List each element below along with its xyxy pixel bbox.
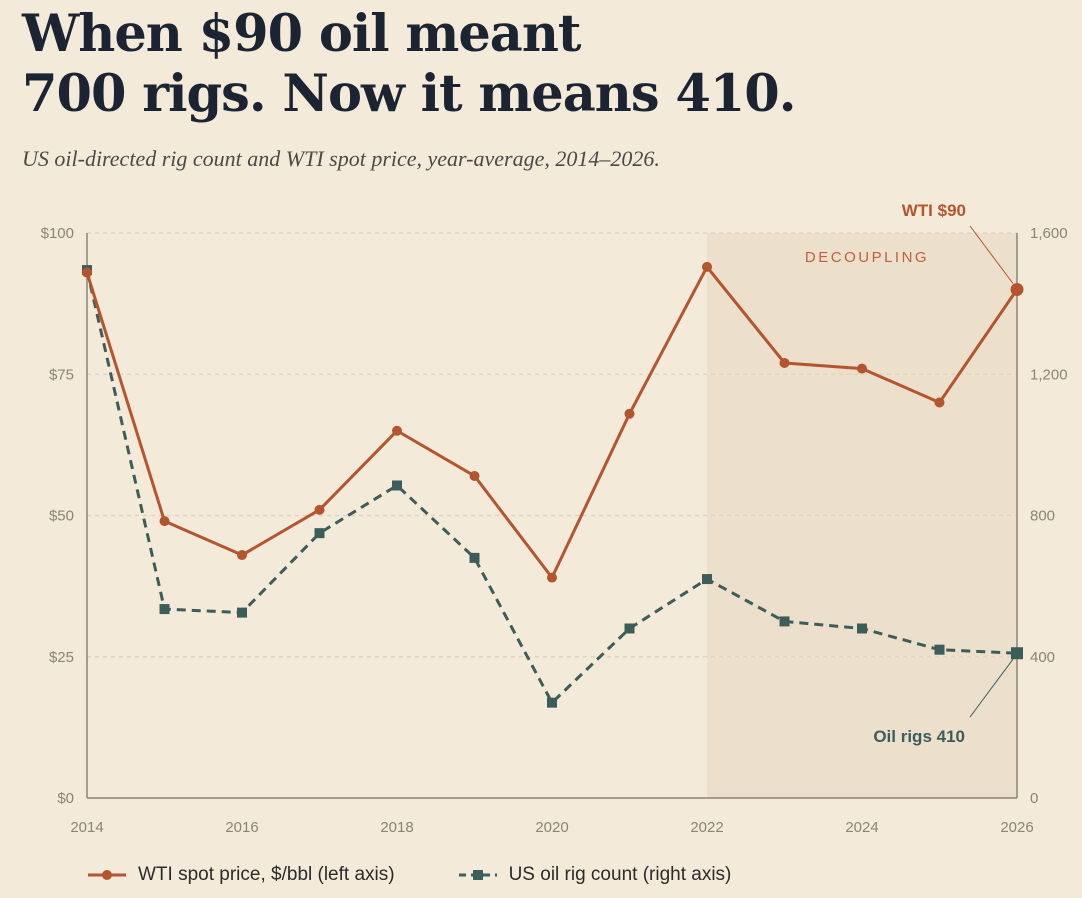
decoupling-band (707, 233, 1017, 798)
legend-rigs-swatch-icon (458, 870, 497, 880)
wti-price-point (159, 516, 170, 527)
wti-price-point (314, 504, 325, 515)
legend-rigs-label: US oil rig count (right axis) (508, 864, 732, 885)
rig-count-point (702, 574, 712, 585)
wti-price-point (469, 470, 480, 481)
left-axis-tick-label: $0 (57, 790, 74, 807)
rigs-annotation-leader (969, 658, 1014, 718)
right-axis-tick-label: 1,600 (1030, 225, 1068, 242)
legend-wti-swatch-icon (88, 870, 126, 880)
rig-count-point (237, 607, 247, 618)
decoupling-label: DECOUPLING (805, 249, 929, 266)
legend: WTI spot price, $/bbl (left axis) US oil… (86, 864, 731, 886)
wti-price-point (779, 357, 790, 368)
x-axis-tick-label: 2018 (380, 819, 413, 836)
rig-count-point (547, 697, 557, 708)
x-axis-tick-label: 2024 (845, 819, 878, 836)
rig-count-point (314, 528, 325, 539)
wti-price-point (1010, 283, 1024, 296)
rig-count-point (857, 623, 867, 634)
wti-price-point (624, 408, 635, 419)
title-line-2: 700 rigs. Now it means 410. (22, 64, 797, 124)
rigs-end-annotation: Oil rigs 410 (873, 727, 965, 746)
right-axis-tick-label: 1,200 (1030, 366, 1068, 383)
x-axis-tick-label: 2022 (690, 819, 723, 836)
wti-price-point (82, 267, 92, 278)
left-axis-tick-label: $50 (49, 508, 74, 525)
x-axis-tick-label: 2016 (225, 819, 258, 836)
wti-price-point (392, 425, 402, 436)
wti-price-point (547, 572, 557, 583)
rig-count-point (469, 552, 480, 563)
wti-price-point (934, 397, 945, 408)
right-axis-tick-label: 0 (1030, 790, 1038, 807)
chart-subtitle: US oil-directed rig count and WTI spot p… (22, 146, 660, 171)
rig-count-point (624, 623, 635, 634)
rig-count-point (779, 616, 790, 627)
wti-end-annotation: WTI $90 (902, 201, 966, 220)
title-line-1: When $90 oil meant (22, 4, 581, 64)
wti-annotation-leader (969, 225, 1014, 284)
rig-count-point (392, 480, 402, 491)
rig-count-point (159, 604, 170, 615)
legend-item-rigs: US oil rig count (right axis) (457, 864, 732, 886)
right-axis-tick-label: 400 (1030, 649, 1055, 666)
rig-count-point (1011, 647, 1023, 660)
right-axis-tick-label: 800 (1030, 508, 1055, 525)
left-axis-tick-label: $25 (49, 649, 74, 666)
x-axis-tick-label: 2014 (70, 819, 103, 836)
left-axis-tick-label: $75 (49, 366, 74, 383)
wti-price-point (702, 261, 712, 272)
wti-price-point (857, 363, 867, 374)
legend-wti-label: WTI spot price, $/bbl (left axis) (138, 864, 395, 885)
left-axis-tick-label: $100 (41, 225, 74, 242)
legend-item-wti: WTI spot price, $/bbl (left axis) (86, 864, 395, 886)
x-axis-tick-label: 2020 (535, 819, 568, 836)
rig-count-point (934, 644, 945, 655)
x-axis-tick-label: 2026 (1000, 819, 1033, 836)
wti-price-point (237, 550, 247, 561)
chart-title: When $90 oil meant 700 rigs. Now it mean… (22, 4, 1062, 124)
